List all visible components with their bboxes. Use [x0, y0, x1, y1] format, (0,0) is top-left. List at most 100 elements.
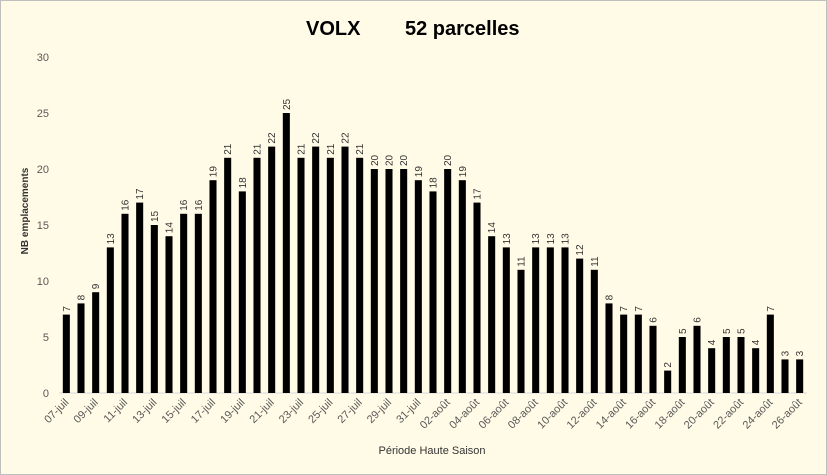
bar	[737, 337, 745, 393]
data-label: 22	[311, 132, 322, 144]
x-tick-label: 14-août	[594, 397, 629, 432]
bar	[766, 314, 774, 393]
data-label: 11	[517, 256, 528, 267]
data-label: 3	[781, 350, 792, 356]
data-label: 21	[297, 143, 308, 155]
data-label: 16	[194, 199, 205, 211]
bar	[209, 180, 217, 393]
data-label: 5	[722, 328, 733, 334]
data-label: 21	[355, 143, 366, 155]
bar	[268, 146, 276, 393]
data-label: 17	[135, 188, 146, 200]
data-label: 21	[223, 143, 234, 155]
data-label: 16	[121, 199, 132, 211]
y-axis-label: NB emplacements	[20, 167, 31, 254]
data-label: 5	[678, 328, 689, 334]
bar	[473, 202, 481, 393]
data-label: 21	[253, 143, 264, 155]
x-tick-label: 29-juil	[365, 397, 394, 426]
bar	[634, 314, 642, 393]
data-label: 13	[502, 233, 513, 245]
chart-subtitle: 52 parcelles	[405, 18, 520, 40]
data-label: 3	[795, 350, 806, 356]
data-label: 6	[649, 317, 660, 323]
x-tick-label: 17-juil	[189, 397, 218, 426]
data-label: 14	[165, 222, 176, 234]
data-label: 5	[737, 328, 748, 334]
bar	[62, 314, 70, 393]
x-tick-label: 25-juil	[306, 397, 335, 426]
bar	[502, 247, 510, 393]
x-tick-label: 21-juil	[248, 397, 277, 426]
data-label: 19	[414, 166, 425, 178]
bar	[356, 157, 364, 393]
bar	[165, 236, 173, 393]
bar	[121, 213, 129, 393]
bar	[590, 269, 598, 393]
x-tick-label: 24-août	[741, 397, 776, 432]
bar	[444, 169, 452, 393]
bar	[253, 157, 261, 393]
y-tick-label: 15	[37, 220, 49, 232]
bar	[312, 146, 320, 393]
y-tick-label: 0	[43, 388, 49, 400]
data-label: 4	[751, 339, 762, 345]
bar	[678, 337, 686, 393]
x-tick-label: 20-août	[682, 397, 717, 432]
data-label: 20	[370, 154, 381, 166]
bar	[77, 303, 85, 393]
data-label: 18	[429, 177, 440, 189]
x-tick-label: 10-août	[535, 397, 570, 432]
bar	[400, 169, 408, 393]
x-tick-label: 04-août	[447, 397, 482, 432]
data-label: 20	[385, 154, 396, 166]
x-tick-label: 16-août	[623, 397, 658, 432]
bar	[722, 337, 730, 393]
x-tick-label: 11-juil	[101, 397, 130, 426]
x-axis: 07-juil 09-juil 11-juil 13-juil 15-juil 17-ju…	[42, 397, 805, 432]
bar	[224, 157, 232, 393]
bar	[414, 180, 422, 393]
bar	[458, 180, 466, 393]
x-tick-label: 07-juil	[42, 397, 71, 426]
y-tick-label: 30	[37, 52, 49, 64]
x-tick-label: 23-juil	[277, 397, 306, 426]
data-label: 13	[531, 233, 542, 245]
bar	[106, 247, 114, 393]
data-label: 22	[267, 132, 278, 144]
data-label: 8	[77, 294, 88, 300]
bar	[194, 213, 202, 393]
x-tick-label: 27-juil	[336, 397, 365, 426]
bar	[576, 258, 584, 393]
bar	[282, 113, 290, 393]
y-tick-label: 20	[37, 164, 49, 176]
bar	[488, 236, 496, 393]
bar	[180, 213, 188, 393]
x-tick-label: 22-août	[711, 397, 746, 432]
bar	[649, 325, 657, 393]
bar	[341, 146, 349, 393]
bar	[781, 359, 789, 393]
x-tick-label: 06-août	[477, 397, 512, 432]
x-tick-label: 12-août	[565, 397, 600, 432]
x-tick-label: 13-juil	[130, 397, 159, 426]
bar	[752, 348, 760, 393]
data-label: 13	[546, 233, 557, 245]
data-label: 7	[766, 306, 777, 312]
bar	[796, 359, 804, 393]
bar	[517, 269, 525, 393]
bar	[370, 169, 378, 393]
data-label: 9	[91, 283, 102, 289]
x-tick-label: 15-juil	[160, 397, 189, 426]
x-tick-label: 02-août	[418, 397, 453, 432]
data-label: 15	[150, 210, 161, 222]
bar	[326, 157, 334, 393]
data-label: 20	[399, 154, 410, 166]
bar	[385, 169, 393, 393]
data-label: 25	[282, 98, 293, 110]
data-label: 18	[238, 177, 249, 189]
y-tick-label: 25	[37, 108, 49, 120]
data-label: 19	[458, 166, 469, 178]
data-label: 11	[590, 256, 601, 267]
